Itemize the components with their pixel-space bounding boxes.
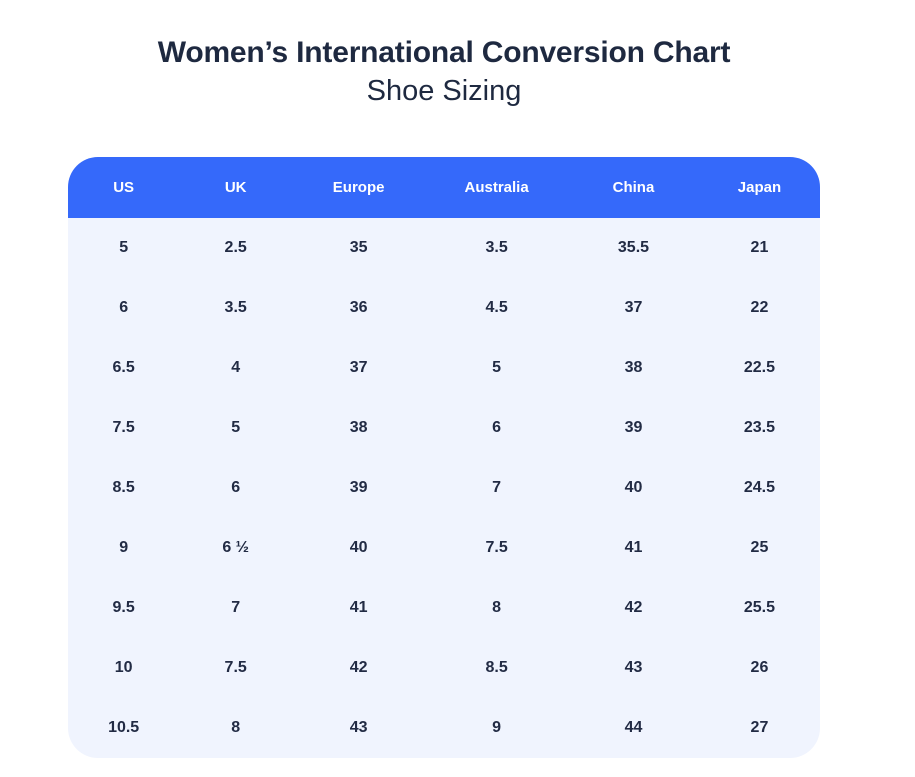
column-header-japan: Japan — [698, 157, 820, 218]
cell-uk: 4 — [179, 338, 293, 398]
cell-europe: 39 — [292, 458, 426, 518]
cell-uk: 5 — [179, 398, 293, 458]
cell-australia: 6 — [425, 398, 569, 458]
cell-uk: 7.5 — [179, 638, 293, 698]
cell-china: 44 — [568, 698, 699, 758]
cell-europe: 38 — [292, 398, 426, 458]
table-row: 6 3.5 36 4.5 37 22 — [68, 278, 820, 338]
page-heading: Women’s International Conversion Chart S… — [68, 36, 820, 108]
column-header-uk: UK — [179, 157, 293, 218]
cell-australia: 8 — [425, 578, 569, 638]
table-header: US UK Europe Australia China Japan — [68, 157, 820, 218]
cell-uk: 7 — [179, 578, 293, 638]
cell-uk: 3.5 — [179, 278, 293, 338]
table-row: 8.5 6 39 7 40 24.5 — [68, 458, 820, 518]
column-header-china: China — [568, 157, 699, 218]
cell-europe: 37 — [292, 338, 426, 398]
cell-japan: 22.5 — [698, 338, 820, 398]
cell-china: 40 — [568, 458, 699, 518]
cell-uk: 8 — [179, 698, 293, 758]
cell-australia: 9 — [425, 698, 569, 758]
cell-japan: 25.5 — [698, 578, 820, 638]
conversion-table-panel: US UK Europe Australia China Japan 5 2.5 35 3.5 3… — [68, 157, 820, 758]
cell-uk: 6 — [179, 458, 293, 518]
cell-japan: 25 — [698, 518, 820, 578]
cell-us: 7.5 — [68, 398, 180, 458]
cell-japan: 26 — [698, 638, 820, 698]
column-header-europe: Europe — [292, 157, 426, 218]
cell-australia: 8.5 — [425, 638, 569, 698]
cell-uk: 6 ½ — [179, 518, 293, 578]
cell-japan: 21 — [698, 218, 820, 278]
cell-europe: 41 — [292, 578, 426, 638]
cell-australia: 5 — [425, 338, 569, 398]
cell-europe: 42 — [292, 638, 426, 698]
cell-china: 43 — [568, 638, 699, 698]
cell-japan: 24.5 — [698, 458, 820, 518]
header-row: US UK Europe Australia China Japan — [68, 157, 820, 218]
cell-us: 10 — [68, 638, 180, 698]
cell-china: 35.5 — [568, 218, 699, 278]
cell-europe: 35 — [292, 218, 426, 278]
cell-china: 38 — [568, 338, 699, 398]
table-row: 10 7.5 42 8.5 43 26 — [68, 638, 820, 698]
cell-china: 39 — [568, 398, 699, 458]
cell-us: 8.5 — [68, 458, 180, 518]
cell-uk: 2.5 — [179, 218, 293, 278]
shoe-size-conversion-table: US UK Europe Australia China Japan 5 2.5 35 3.5 3… — [68, 157, 820, 758]
cell-us: 6.5 — [68, 338, 180, 398]
table-row: 6.5 4 37 5 38 22.5 — [68, 338, 820, 398]
table-row: 7.5 5 38 6 39 23.5 — [68, 398, 820, 458]
table-row: 5 2.5 35 3.5 35.5 21 — [68, 218, 820, 278]
cell-europe: 36 — [292, 278, 426, 338]
cell-europe: 43 — [292, 698, 426, 758]
cell-australia: 3.5 — [425, 218, 569, 278]
table-row: 10.5 8 43 9 44 27 — [68, 698, 820, 758]
cell-us: 6 — [68, 278, 180, 338]
column-header-us: US — [68, 157, 180, 218]
table-row: 9.5 7 41 8 42 25.5 — [68, 578, 820, 638]
cell-australia: 7 — [425, 458, 569, 518]
cell-china: 41 — [568, 518, 699, 578]
page-subtitle: Shoe Sizing — [366, 74, 522, 107]
cell-china: 37 — [568, 278, 699, 338]
cell-australia: 7.5 — [425, 518, 569, 578]
cell-china: 42 — [568, 578, 699, 638]
column-header-australia: Australia — [425, 157, 569, 218]
cell-us: 5 — [68, 218, 180, 278]
cell-us: 9 — [68, 518, 180, 578]
page-title: Women’s International Conversion Chart — [157, 36, 731, 69]
cell-us: 10.5 — [68, 698, 180, 758]
cell-us: 9.5 — [68, 578, 180, 638]
cell-japan: 23.5 — [698, 398, 820, 458]
cell-australia: 4.5 — [425, 278, 569, 338]
cell-japan: 27 — [698, 698, 820, 758]
table-body: 5 2.5 35 3.5 35.5 21 6 3.5 36 4.5 37 22 6.5 4 37 5 38 22.… — [68, 218, 820, 758]
cell-japan: 22 — [698, 278, 820, 338]
cell-europe: 40 — [292, 518, 426, 578]
